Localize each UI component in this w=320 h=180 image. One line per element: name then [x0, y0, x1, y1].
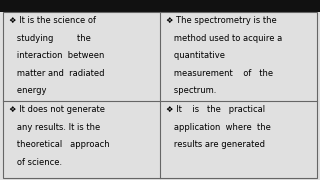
Text: energy: energy	[9, 86, 46, 95]
Text: any results. It is the: any results. It is the	[9, 123, 100, 132]
Text: method used to acquire a: method used to acquire a	[166, 34, 282, 43]
Text: matter and  radiated: matter and radiated	[9, 69, 104, 78]
Text: ❖ It does not generate: ❖ It does not generate	[9, 105, 105, 114]
Text: results are generated: results are generated	[166, 140, 265, 149]
Text: studying         the: studying the	[9, 34, 91, 43]
Text: theoretical   approach: theoretical approach	[9, 140, 109, 149]
Text: interaction  between: interaction between	[9, 51, 104, 60]
Text: of science.: of science.	[9, 158, 62, 167]
Bar	[0, 0, 320, 12]
Text: ❖ It is the science of: ❖ It is the science of	[9, 16, 96, 25]
Text: measurement    of   the: measurement of the	[166, 69, 273, 78]
Text: ❖ It    is   the   practical: ❖ It is the practical	[166, 105, 265, 114]
Text: application  where  the: application where the	[166, 123, 271, 132]
Text: ❖ The spectrometry is the: ❖ The spectrometry is the	[166, 16, 276, 25]
Text: spectrum.: spectrum.	[166, 86, 216, 95]
Text: quantitative: quantitative	[166, 51, 225, 60]
